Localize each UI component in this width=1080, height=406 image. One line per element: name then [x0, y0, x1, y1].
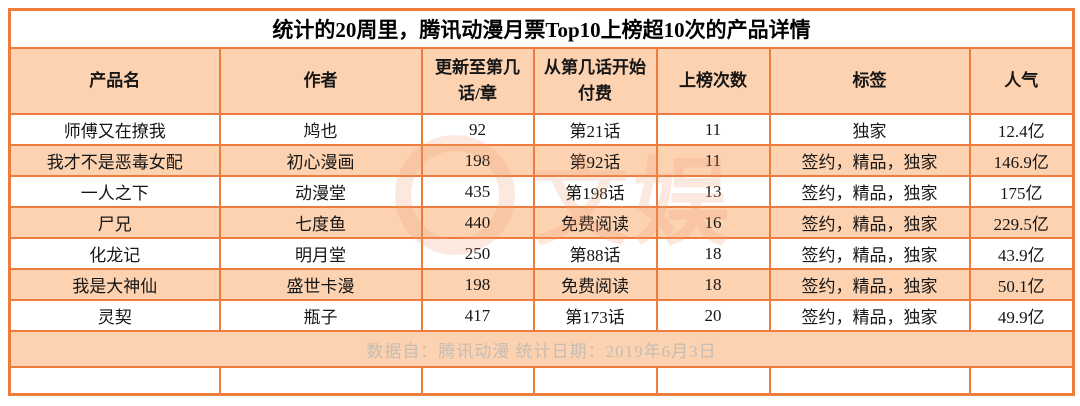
table-cell: 229.5亿 — [968, 206, 1075, 239]
data-table: 统计的20周里，腾讯动漫月票Top10上榜超10次的产品详情 产品名 作者 更新… — [8, 8, 1076, 396]
column-header-product: 产品名 — [8, 47, 221, 115]
table-cell: 灵契 — [8, 299, 221, 332]
table-cell: 初心漫画 — [218, 144, 423, 177]
empty-cell — [655, 366, 771, 396]
table-cell: 92 — [420, 113, 535, 146]
table-cell: 18 — [655, 268, 771, 301]
table-cell: 签约，精品，独家 — [768, 268, 971, 301]
table-cell: 198 — [420, 268, 535, 301]
table-cell: 动漫堂 — [218, 175, 423, 208]
empty-trailing-row — [8, 366, 1075, 396]
table-cell: 签约，精品，独家 — [768, 175, 971, 208]
table-cell: 12.4亿 — [968, 113, 1075, 146]
table-cell: 417 — [420, 299, 535, 332]
table-cell: 第21话 — [532, 113, 658, 146]
empty-cell — [8, 366, 221, 396]
table-row: 我才不是恶毒女配 初心漫画 198 第92话 11 签约，精品，独家 146.9亿 — [8, 144, 1075, 177]
table-cell: 师傅又在撩我 — [8, 113, 221, 146]
table-row: 化龙记 明月堂 250 第88话 18 签约，精品，独家 43.9亿 — [8, 237, 1075, 270]
table-row: 尸兄 七度鱼 440 免费阅读 16 签约，精品，独家 229.5亿 — [8, 206, 1075, 239]
table-cell: 签约，精品，独家 — [768, 206, 971, 239]
table-cell: 签约，精品，独家 — [768, 144, 971, 177]
table-cell: 18 — [655, 237, 771, 270]
table-title: 统计的20周里，腾讯动漫月票Top10上榜超10次的产品详情 — [8, 8, 1075, 49]
column-header-popularity: 人气 — [968, 47, 1075, 115]
table-cell: 49.9亿 — [968, 299, 1075, 332]
table-cell: 第173话 — [532, 299, 658, 332]
table-cell: 尸兄 — [8, 206, 221, 239]
header-row: 产品名 作者 更新至第几话/章 从第几话开始付费 上榜次数 标签 人气 — [8, 47, 1075, 115]
empty-cell — [968, 366, 1075, 396]
table-cell: 50.1亿 — [968, 268, 1075, 301]
source-note: 数据自：腾讯动漫 统计日期：2019年6月3日 — [8, 330, 1075, 368]
table-cell: 签约，精品，独家 — [768, 299, 971, 332]
table-cell: 七度鱼 — [218, 206, 423, 239]
column-header-author: 作者 — [218, 47, 423, 115]
table-cell: 鸠也 — [218, 113, 423, 146]
table-row: 师傅又在撩我 鸠也 92 第21话 11 独家 12.4亿 — [8, 113, 1075, 146]
empty-cell — [768, 366, 971, 396]
table-cell: 独家 — [768, 113, 971, 146]
table-cell: 第198话 — [532, 175, 658, 208]
column-header-paid-from: 从第几话开始付费 — [532, 47, 658, 115]
table-cell: 440 — [420, 206, 535, 239]
table-cell: 签约，精品，独家 — [768, 237, 971, 270]
table-cell: 我是大神仙 — [8, 268, 221, 301]
table-cell: 免费阅读 — [532, 206, 658, 239]
footer-row: 数据自：腾讯动漫 统计日期：2019年6月3日 — [8, 330, 1075, 368]
table-row: 我是大神仙 盛世卡漫 198 免费阅读 18 签约，精品，独家 50.1亿 — [8, 268, 1075, 301]
table-cell: 11 — [655, 144, 771, 177]
table-cell: 瓶子 — [218, 299, 423, 332]
table-cell: 第92话 — [532, 144, 658, 177]
table-cell: 明月堂 — [218, 237, 423, 270]
column-header-updated-chapter: 更新至第几话/章 — [420, 47, 535, 115]
table-cell: 43.9亿 — [968, 237, 1075, 270]
table-cell: 175亿 — [968, 175, 1075, 208]
column-header-tags: 标签 — [768, 47, 971, 115]
table-cell: 第88话 — [532, 237, 658, 270]
data-table-container: 统计的20周里，腾讯动漫月票Top10上榜超10次的产品详情 产品名 作者 更新… — [8, 8, 1076, 396]
table-cell: 146.9亿 — [968, 144, 1075, 177]
table-cell: 435 — [420, 175, 535, 208]
table-cell: 13 — [655, 175, 771, 208]
empty-cell — [218, 366, 423, 396]
column-header-times-listed: 上榜次数 — [655, 47, 771, 115]
empty-cell — [532, 366, 658, 396]
table-cell: 化龙记 — [8, 237, 221, 270]
table-cell: 盛世卡漫 — [218, 268, 423, 301]
table-row: 灵契 瓶子 417 第173话 20 签约，精品，独家 49.9亿 — [8, 299, 1075, 332]
table-cell: 我才不是恶毒女配 — [8, 144, 221, 177]
table-cell: 16 — [655, 206, 771, 239]
empty-cell — [420, 366, 535, 396]
table-cell: 250 — [420, 237, 535, 270]
title-row: 统计的20周里，腾讯动漫月票Top10上榜超10次的产品详情 — [8, 8, 1075, 49]
table-cell: 20 — [655, 299, 771, 332]
table-cell: 免费阅读 — [532, 268, 658, 301]
table-row: 一人之下 动漫堂 435 第198话 13 签约，精品，独家 175亿 — [8, 175, 1075, 208]
table-cell: 一人之下 — [8, 175, 221, 208]
table-cell: 198 — [420, 144, 535, 177]
table-cell: 11 — [655, 113, 771, 146]
table-body: 师傅又在撩我 鸠也 92 第21话 11 独家 12.4亿 我才不是恶毒女配 初心漫画 198 第9… — [8, 113, 1075, 332]
